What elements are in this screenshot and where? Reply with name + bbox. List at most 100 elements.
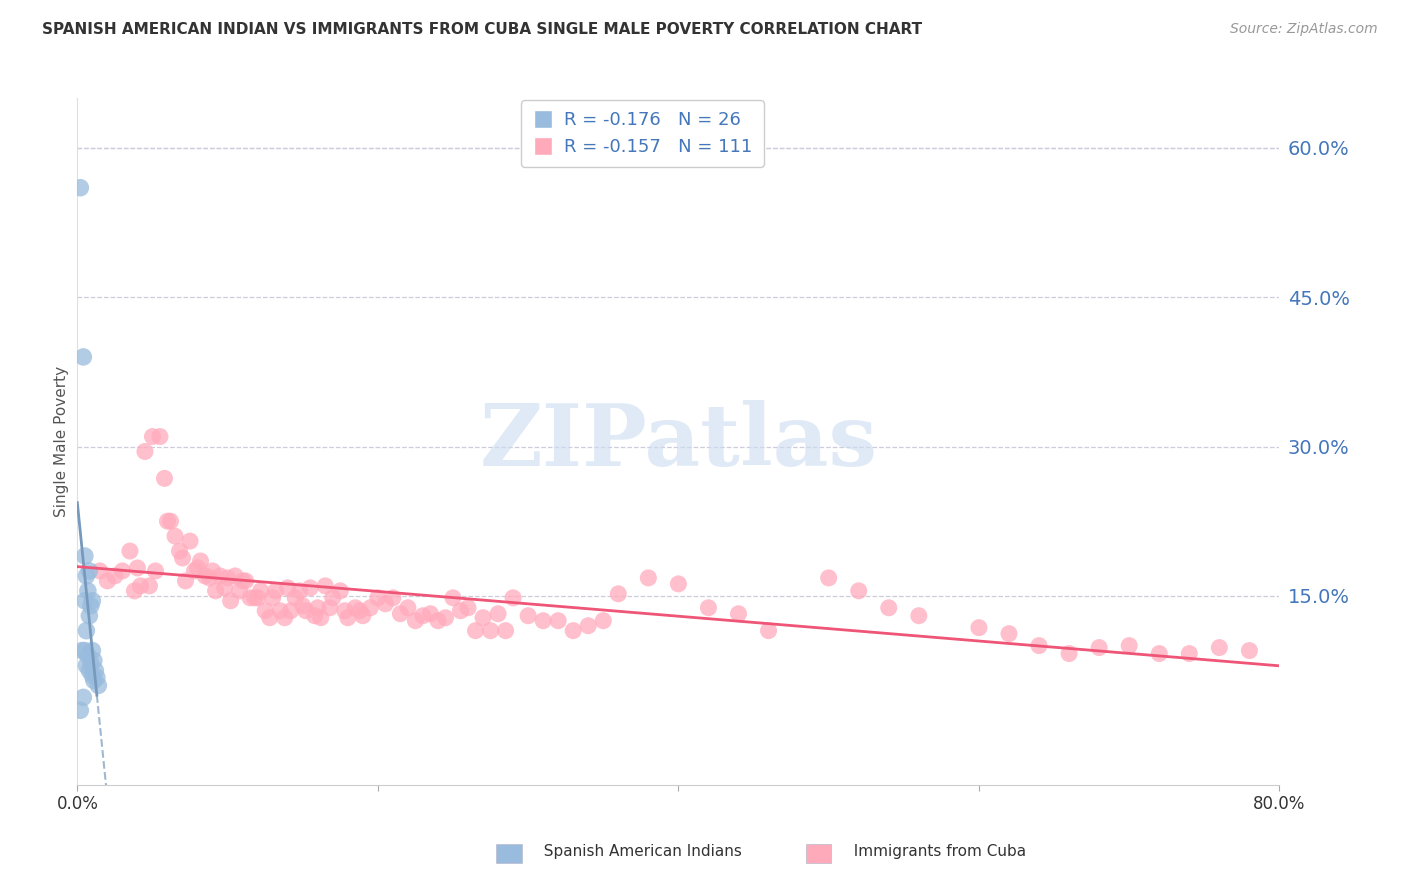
Point [153,471,176,485]
Point [149,429,172,443]
Point [479,624,502,638]
Point [848,583,870,598]
Point [201,564,224,578]
Point [72,350,94,364]
Point [427,614,450,628]
Text: ZIPatlas: ZIPatlas [479,400,877,483]
Point [219,594,242,608]
Point [73,643,96,657]
Point [457,600,479,615]
Point [232,574,254,588]
Point [204,583,226,598]
Point [288,583,311,598]
Point [190,554,212,568]
Point [464,624,486,638]
Point [374,597,396,611]
Point [273,611,295,625]
Point [1149,647,1171,661]
Point [314,579,336,593]
Point [235,574,257,588]
Point [668,577,690,591]
Point [517,608,540,623]
Point [547,614,569,628]
Text: SPANISH AMERICAN INDIAN VS IMMIGRANTS FROM CUBA SINGLE MALE POVERTY CORRELATION : SPANISH AMERICAN INDIAN VS IMMIGRANTS FR… [42,22,922,37]
Point [249,583,271,598]
Point [309,611,332,625]
Point [352,608,374,623]
Point [262,591,284,605]
Point [299,581,322,595]
Point [322,591,344,605]
Point [967,621,990,635]
Point [187,561,209,575]
Point [79,564,101,578]
Point [486,607,509,621]
Point [998,626,1021,640]
Point [319,600,342,615]
Point [224,569,246,583]
Text: Immigrants from Cuba: Immigrants from Cuba [844,845,1026,859]
Point [877,600,900,615]
Point [172,551,194,566]
Point [72,690,94,705]
Point [531,614,554,628]
Point [441,591,464,605]
Point [243,591,266,605]
Point [80,657,103,671]
Point [259,611,281,625]
Point [86,670,108,684]
Point [592,614,614,628]
Point [472,611,495,625]
Point [194,569,217,583]
Text: Source: ZipAtlas.com: Source: ZipAtlas.com [1230,22,1378,37]
Point [502,591,524,605]
Point [450,604,472,618]
Point [758,624,780,638]
Point [134,444,156,458]
Point [1239,643,1261,657]
Point [381,591,404,605]
Point [75,624,97,638]
Point [254,604,277,618]
Point [412,608,434,623]
Point [404,614,426,628]
Point [118,544,141,558]
Point [214,581,236,595]
Point [124,583,146,598]
Point [69,703,91,717]
Point [159,514,181,528]
Point [294,604,316,618]
Point [817,571,839,585]
Point [1088,640,1111,655]
Point [495,624,517,638]
Point [138,579,160,593]
Point [80,599,103,613]
Point [1178,647,1201,661]
Point [82,594,104,608]
Point [1028,639,1050,653]
Point [156,514,179,528]
Point [217,571,239,585]
Point [329,583,352,598]
Point [69,180,91,194]
Point [607,587,630,601]
Legend: R = -0.176   N = 26, R = -0.157   N = 111: R = -0.176 N = 26, R = -0.157 N = 111 [522,100,763,167]
Point [174,574,197,588]
Point [727,607,749,621]
Point [336,611,359,625]
Point [141,429,163,443]
Point [246,591,269,605]
Point [291,599,314,613]
Point [269,604,291,618]
Point [111,564,134,578]
Point [104,569,127,583]
Point [73,549,96,563]
Point [198,571,221,585]
Point [344,600,367,615]
Point [228,583,250,598]
Point [359,600,381,615]
Point [76,583,98,598]
Point [82,643,104,657]
Y-axis label: Single Male Poverty: Single Male Poverty [53,366,69,517]
Point [284,591,307,605]
